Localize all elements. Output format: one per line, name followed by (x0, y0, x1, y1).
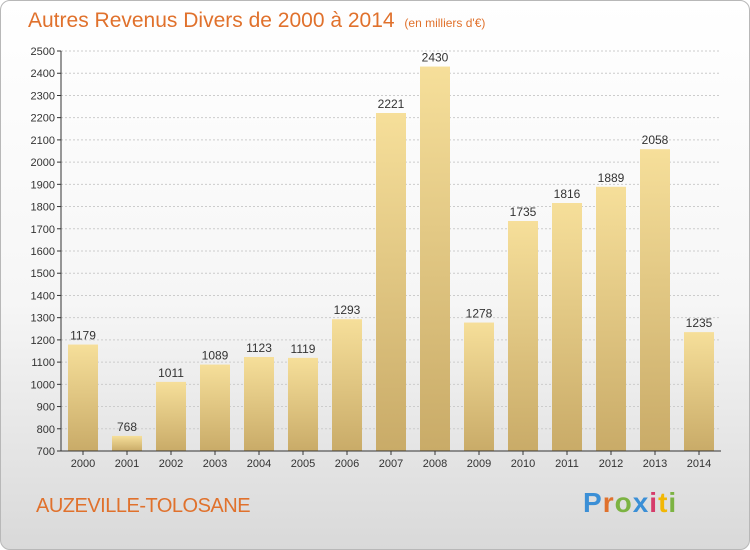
x-tick-label-2006: 2006 (335, 458, 359, 470)
y-tick-label: 700 (37, 446, 55, 458)
bar-2004 (244, 357, 274, 451)
logo-letter: i (668, 487, 678, 518)
chart-title: Autres Revenus Divers de 2000 à 2014 (en… (28, 9, 485, 33)
y-tick-label: 2000 (31, 157, 55, 169)
y-tick-label: 2500 (31, 46, 55, 58)
x-tick-label-2013: 2013 (643, 458, 667, 470)
logo-letter: x (632, 487, 650, 518)
x-tick-label-2003: 2003 (203, 458, 227, 470)
bar-2001 (112, 435, 142, 451)
logo-letter: t (658, 487, 669, 518)
x-tick-label-2001: 2001 (115, 458, 139, 470)
y-tick-label: 1100 (31, 357, 55, 369)
bar-2007 (376, 113, 406, 451)
bar-2014 (684, 332, 714, 451)
y-tick-label: 2200 (31, 113, 55, 125)
data-label-2000: 1179 (70, 329, 96, 343)
bars (68, 66, 714, 452)
y-tick-label: 1300 (31, 313, 55, 325)
x-tick-label-2000: 2000 (71, 458, 95, 470)
axes: 700 800 900 1000 1100 1200 1300 1400 1500 1600 170… (31, 46, 721, 470)
bar-2013 (640, 149, 670, 451)
x-tick-label-2002: 2002 (159, 458, 183, 470)
y-tick-label: 1600 (31, 246, 55, 258)
logo-letter: r (602, 487, 615, 518)
data-label-2001: 768 (117, 420, 137, 434)
bar-2012 (596, 186, 626, 451)
data-labels: 1179 768 1011 1089 1123 1119 1293 2221 2430 1278 1… (70, 51, 713, 434)
data-label-2002: 1011 (158, 366, 184, 380)
data-label-2004: 1123 (246, 341, 272, 355)
y-tick-label: 2400 (31, 68, 55, 80)
y-tick-label: 1200 (31, 335, 55, 347)
data-label-2008: 2430 (422, 51, 449, 65)
y-tick-label: 2300 (31, 90, 55, 102)
y-tick-label: 1400 (31, 290, 55, 302)
data-label-2007: 2221 (378, 97, 405, 111)
data-label-2003: 1089 (202, 349, 229, 363)
x-tick-label-2010: 2010 (511, 458, 535, 470)
logo-letter: i (649, 487, 659, 518)
chart-subtitle: (en milliers d'€) (404, 16, 486, 30)
x-tick-label-2009: 2009 (467, 458, 491, 470)
bar-2010 (508, 221, 538, 451)
data-label-2013: 2058 (642, 133, 669, 147)
data-label-2011: 1816 (554, 187, 581, 201)
bar-2011 (552, 203, 582, 451)
y-tick-label: 1700 (31, 224, 55, 236)
y-tick-label: 900 (37, 402, 55, 414)
bar-2003 (200, 364, 230, 451)
bar-2006 (332, 319, 362, 451)
bar-2000 (68, 344, 98, 451)
x-tick-label-2005: 2005 (291, 458, 315, 470)
logo-letter: o (614, 487, 633, 518)
y-tick-label: 1500 (31, 268, 55, 280)
y-tick-label: 1000 (31, 379, 55, 391)
x-tick-label-2007: 2007 (379, 458, 403, 470)
commune-name: AUZEVILLE-TOLOSANE (36, 495, 251, 517)
data-label-2010: 1735 (510, 205, 537, 219)
bar-2002 (156, 381, 186, 451)
x-tick-label-2011: 2011 (555, 458, 579, 470)
proxiti-logo: Proxiti (583, 487, 677, 519)
x-tick-label-2008: 2008 (423, 458, 447, 470)
x-tick-label-2014: 2014 (687, 458, 711, 470)
bar-2008 (420, 66, 450, 452)
x-tick-label-2004: 2004 (247, 458, 271, 470)
data-label-2005: 1119 (291, 342, 316, 356)
y-tick-label: 800 (37, 424, 55, 436)
y-tick-label: 1900 (31, 179, 55, 191)
data-label-2006: 1293 (334, 303, 361, 317)
data-label-2014: 1235 (686, 316, 713, 330)
bar-2009 (464, 322, 494, 451)
y-tick-label: 2100 (31, 135, 55, 147)
data-label-2012: 1889 (598, 171, 625, 185)
bar-2005 (288, 357, 318, 451)
y-tick-label: 1800 (31, 202, 55, 214)
data-label-2009: 1278 (466, 307, 493, 321)
chart-title-text: Autres Revenus Divers de 2000 à 2014 (28, 9, 395, 32)
logo-letter: P (583, 487, 603, 518)
x-tick-label-2012: 2012 (599, 458, 623, 470)
